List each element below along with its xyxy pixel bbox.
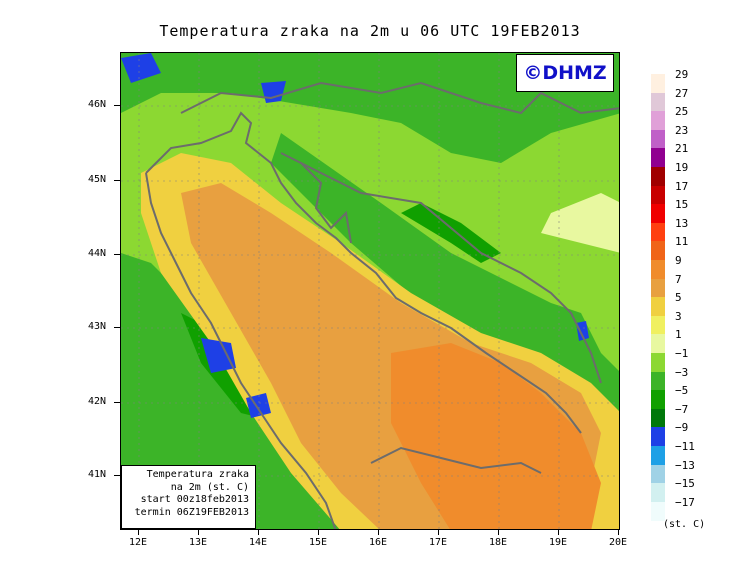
- legend-level-label: −7: [675, 402, 689, 416]
- dhmz-logo: ©DHMZ: [516, 54, 614, 92]
- legend-swatch: [651, 278, 665, 298]
- legend-swatch: [651, 92, 665, 112]
- info-box: Temperatura zraka na 2m (st. C) start 00…: [121, 465, 256, 529]
- legend-swatch: [651, 129, 665, 149]
- lat-label-46n: 46N: [88, 99, 120, 110]
- alps-cold-spot-west: [121, 53, 161, 83]
- legend-level-label: −13: [675, 458, 695, 472]
- lat-label-44n: 44N: [88, 248, 120, 259]
- legend-swatch: [651, 427, 665, 447]
- lon-label-14e: 14E: [243, 530, 273, 548]
- legend-swatch: [651, 446, 665, 465]
- legend-level-label: 27: [675, 86, 689, 100]
- legend-swatch: [651, 390, 665, 410]
- legend-level-label: 25: [675, 105, 689, 119]
- legend-swatch: [651, 334, 665, 354]
- legend-level-label: 17: [675, 179, 689, 193]
- legend-level-label: 15: [675, 198, 689, 212]
- map-title: Temperatura zraka na 2m u 06 UTC 19FEB20…: [159, 22, 581, 40]
- legend-level-label: 29: [675, 68, 689, 81]
- info-line-3: start 00z18feb2013: [140, 494, 249, 505]
- legend-level-label: −17: [675, 495, 695, 509]
- legend-swatch: [651, 353, 665, 372]
- lon-label-15e: 15E: [303, 530, 333, 548]
- lon-label-20e: 20E: [603, 530, 633, 548]
- apennine-cold-spot: [201, 338, 236, 373]
- legend-swatch: [651, 464, 665, 484]
- legend-swatch: [651, 185, 665, 205]
- legend-swatch: [651, 483, 665, 503]
- legend-level-label: −9: [675, 421, 689, 435]
- lon-label-13e: 13E: [183, 530, 213, 548]
- graticule: [121, 53, 619, 529]
- lon-label-19e: 19E: [543, 530, 573, 548]
- southern-sea-hot: [391, 343, 601, 529]
- legend-swatch: [651, 371, 665, 391]
- legend-level-label: 19: [675, 161, 689, 174]
- lon-label-18e: 18E: [483, 530, 513, 548]
- legend-swatch: [651, 167, 665, 186]
- montenegro-cold-spot: [576, 321, 589, 341]
- legend-level-label: 11: [675, 235, 689, 249]
- legend-level-label: 9: [675, 254, 682, 267]
- legend-level-label: 21: [675, 142, 689, 156]
- legend-level-label: −3: [675, 365, 689, 379]
- legend-level-label: 1: [675, 328, 682, 342]
- lon-label-16e: 16E: [363, 530, 393, 548]
- info-line-1: Temperatura zraka: [146, 469, 249, 480]
- info-line-2: na 2m (st. C): [170, 481, 249, 493]
- legend-swatch: [651, 222, 665, 242]
- legend-level-label: −15: [675, 477, 695, 491]
- lon-label-12e: 12E: [123, 530, 153, 548]
- lat-label-43n: 43N: [88, 321, 120, 332]
- legend-swatch: [651, 408, 665, 428]
- lat-label-45n: 45N: [88, 174, 120, 185]
- temperature-field-svg: [121, 53, 619, 529]
- lat-label-42n: 42N: [88, 396, 120, 407]
- legend-level-label: −1: [675, 347, 689, 360]
- legend-swatch: [651, 111, 665, 131]
- legend-swatch: [651, 74, 665, 93]
- legend-level-label: −5: [675, 384, 689, 398]
- legend-level-label: 13: [675, 216, 689, 230]
- alpine-cold-zone: [121, 53, 619, 163]
- legend-level-label: 7: [675, 272, 682, 286]
- legend-units: (st. C): [663, 519, 706, 530]
- legend-swatch: [651, 501, 665, 521]
- legend-level-label: 23: [675, 123, 689, 137]
- legend-swatch: [651, 315, 665, 335]
- legend-level-label: −11: [675, 440, 695, 453]
- lat-label-41n: 41N: [88, 469, 120, 480]
- lon-label-17e: 17E: [423, 530, 453, 548]
- coastline: [145, 81, 619, 529]
- pannonian-mild-zone: [541, 193, 619, 253]
- legend-swatch: [651, 241, 665, 261]
- legend-swatch: [651, 204, 665, 224]
- legend-swatch: [651, 297, 665, 317]
- temperature-map: [120, 52, 620, 530]
- legend-level-label: 5: [675, 291, 682, 305]
- legend-swatch: [651, 148, 665, 168]
- legend-level-label: 3: [675, 309, 682, 323]
- legend-swatch: [651, 260, 665, 279]
- info-line-4: termin 06Z19FEB2013: [134, 506, 249, 518]
